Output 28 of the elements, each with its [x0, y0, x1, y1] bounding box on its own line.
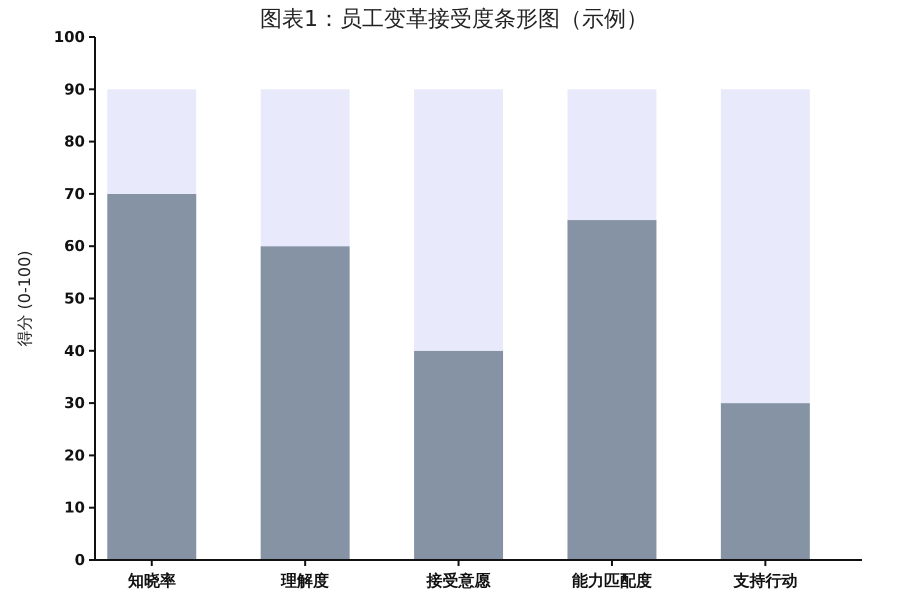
x-tick-label: 知晓率 — [126, 571, 176, 590]
chart-title: 图表1：员工变革接受度条形图（示例） — [260, 7, 648, 32]
x-tick-label: 能力匹配度 — [572, 571, 652, 590]
bar — [107, 194, 196, 560]
x-tick-label: 理解度 — [280, 571, 330, 590]
bar — [260, 89, 350, 246]
y-tick-label: 10 — [64, 498, 85, 517]
y-tick-label: 50 — [64, 290, 85, 308]
y-tick-label: 20 — [64, 446, 85, 464]
bar — [567, 89, 656, 220]
y-tick-label: 60 — [64, 237, 85, 256]
y-tick-label: 0 — [74, 551, 85, 569]
y-tick-label: 70 — [64, 184, 85, 203]
bar — [414, 89, 504, 351]
y-axis-title: 得分 (0-100) — [15, 250, 34, 347]
y-tick-label: 30 — [64, 394, 85, 412]
y-tick-label: 80 — [64, 132, 85, 151]
bar — [260, 246, 350, 560]
bar — [107, 89, 196, 194]
bar — [567, 220, 656, 560]
y-tick-label: 90 — [64, 80, 85, 98]
bar — [720, 89, 810, 404]
bar — [414, 350, 504, 560]
x-tick-label: 支持行动 — [732, 571, 798, 590]
y-tick-label: 40 — [64, 342, 85, 360]
x-tick-label: 接受意愿 — [426, 571, 492, 590]
y-tick-label: 100 — [54, 28, 85, 46]
bar — [720, 403, 810, 560]
